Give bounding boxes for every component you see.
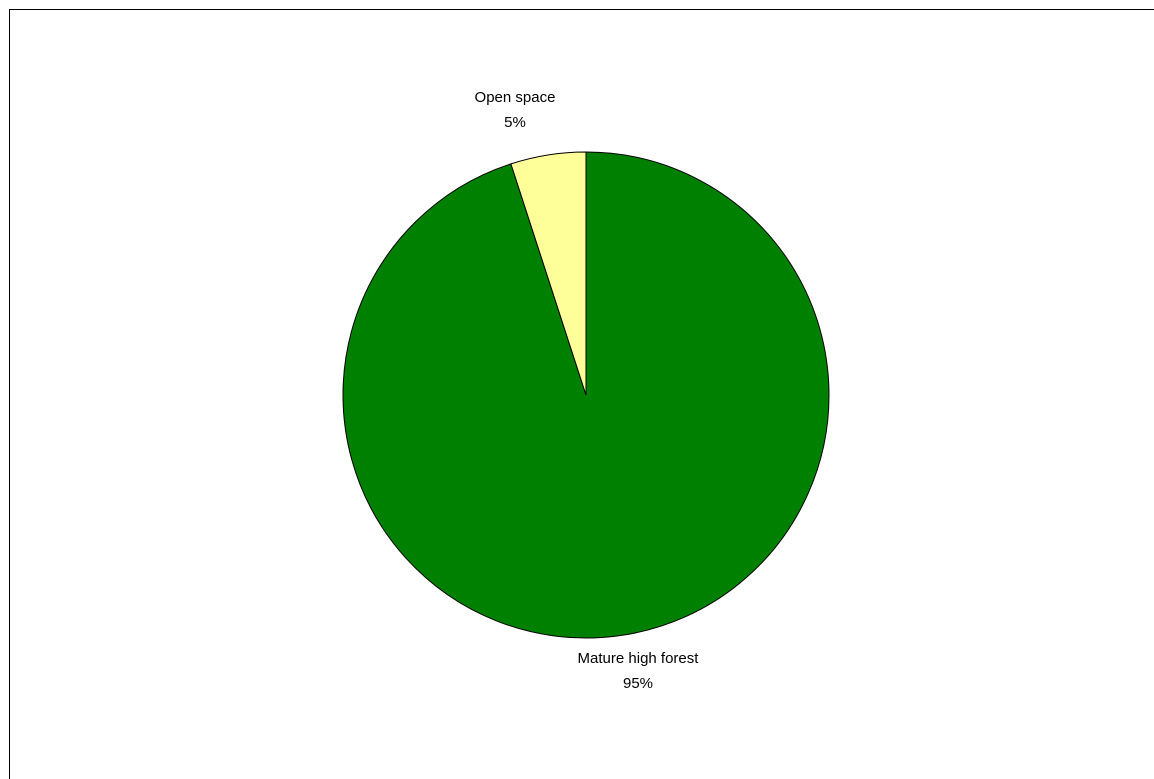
slice-label-category: Mature high forest [578,650,700,667]
slice-label-percent: 5% [504,114,526,131]
slice-label-percent: 95% [623,675,653,692]
pie-slices [342,151,830,639]
pie-slice-open-space [510,151,587,396]
slice-label-category: Open space [475,89,556,106]
slice-labels: Mature high forest 95% Open space 5% [475,89,700,692]
chart-frame [9,9,1154,779]
